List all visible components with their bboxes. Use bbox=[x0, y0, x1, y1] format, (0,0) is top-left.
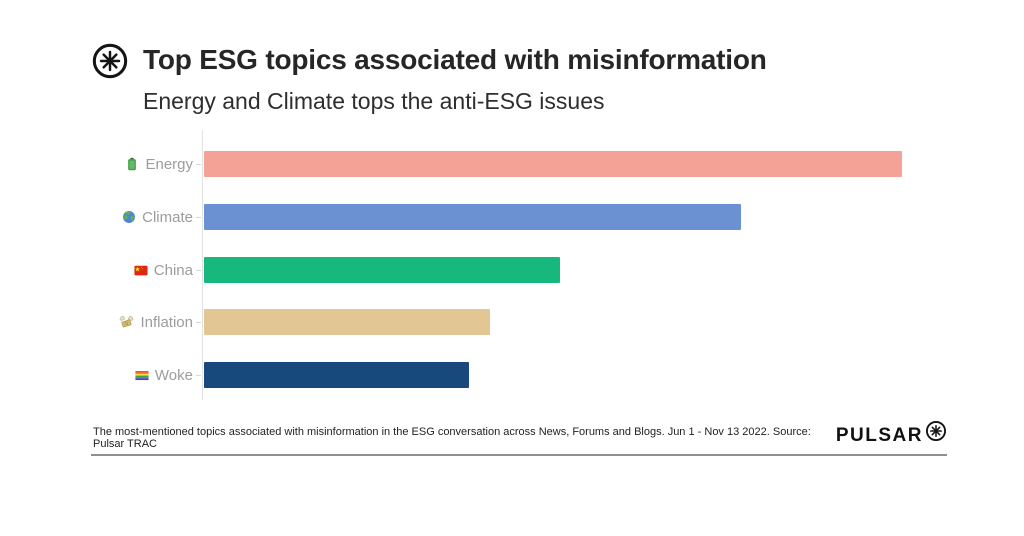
axis-tick bbox=[196, 270, 201, 271]
category-label: Woke bbox=[0, 362, 193, 388]
category-label-text: Energy bbox=[145, 155, 193, 173]
bar-energy[interactable] bbox=[204, 151, 902, 177]
pulsar-asterisk-icon bbox=[925, 420, 947, 442]
bar-row: Climate bbox=[0, 204, 1024, 230]
axis-tick bbox=[196, 322, 201, 323]
axis-tick bbox=[196, 217, 201, 218]
category-label: Climate bbox=[0, 204, 193, 230]
footer-divider bbox=[91, 454, 947, 456]
bar-chart: Energy Climate China Inflation Woke bbox=[0, 130, 1024, 410]
category-label-text: China bbox=[153, 261, 193, 279]
bar-row: Woke bbox=[0, 362, 1024, 388]
source-caption: The most-mentioned topics associated wit… bbox=[93, 426, 811, 450]
bar-row: Inflation bbox=[0, 309, 1024, 335]
category-label: Inflation bbox=[0, 309, 193, 335]
globe-icon bbox=[123, 211, 136, 223]
pulsar-asterisk-icon bbox=[92, 43, 128, 79]
category-label-text: Woke bbox=[154, 366, 193, 384]
category-label: Energy bbox=[0, 151, 193, 177]
category-label-text: Inflation bbox=[140, 313, 193, 331]
battery-icon bbox=[128, 157, 137, 171]
category-label: China bbox=[0, 257, 193, 283]
money-with-wings-icon bbox=[120, 316, 134, 328]
china-flag-icon bbox=[134, 265, 148, 275]
category-axis-line bbox=[202, 130, 203, 400]
bar-climate[interactable] bbox=[204, 204, 741, 230]
axis-tick bbox=[196, 375, 201, 376]
bar-inflation[interactable] bbox=[204, 309, 490, 335]
page-title: Top ESG topics associated with misinform… bbox=[143, 44, 767, 75]
pulsar-wordmark: PULSAR bbox=[835, 425, 923, 446]
axis-tick bbox=[196, 164, 201, 165]
bar-row: Energy bbox=[0, 151, 1024, 177]
pulsar-brand: PULSAR bbox=[836, 420, 947, 447]
bar-woke[interactable] bbox=[204, 362, 469, 388]
rainbow-flag-icon bbox=[135, 370, 149, 380]
category-label-text: Climate bbox=[142, 208, 193, 226]
page-subtitle: Energy and Climate tops the anti-ESG iss… bbox=[143, 88, 605, 114]
bar-china[interactable] bbox=[204, 257, 560, 283]
bar-row: China bbox=[0, 257, 1024, 283]
